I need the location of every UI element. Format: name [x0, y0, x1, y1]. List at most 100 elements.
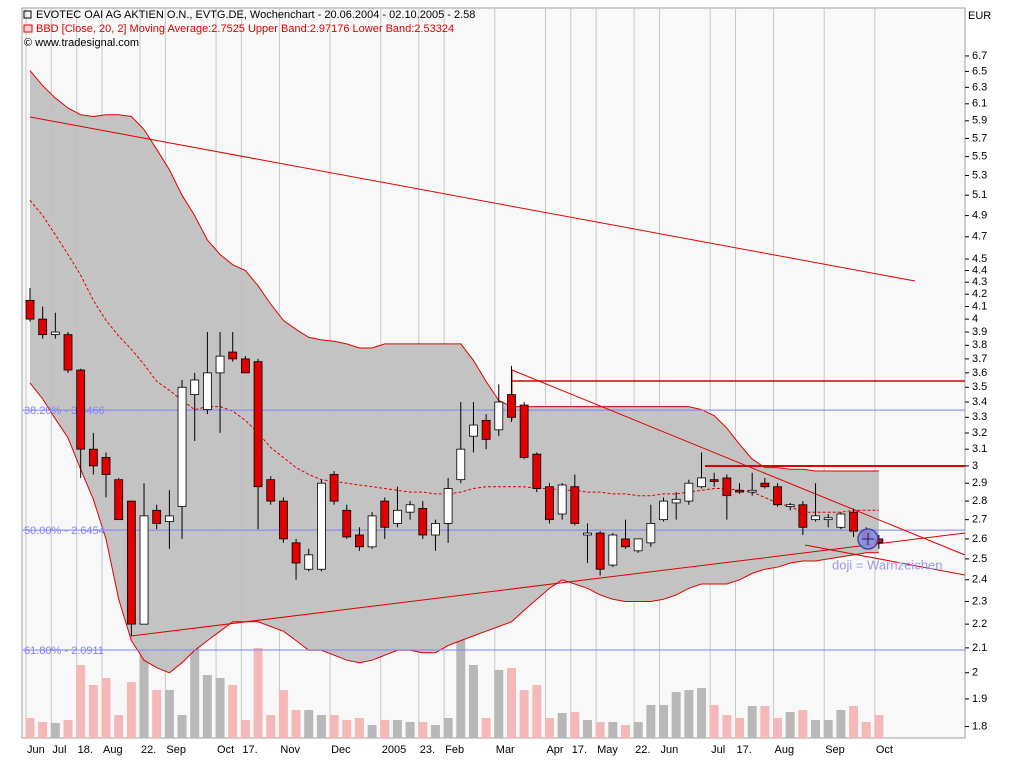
candle-body: [671, 498, 681, 504]
source: © www.tradesignal.com: [24, 37, 139, 49]
candle-body: [747, 489, 757, 493]
volume-bar: [836, 710, 846, 738]
x-tick-label: Aug: [775, 744, 795, 756]
candle-body: [469, 424, 478, 437]
x-tick-label: Nov: [280, 744, 300, 756]
volume-bar: [709, 705, 719, 738]
candle-body: [164, 515, 174, 522]
candle-body: [25, 299, 35, 320]
volume-bar: [760, 706, 770, 738]
volume-bar: [164, 690, 174, 738]
x-tick-label: Feb: [445, 744, 464, 756]
y-tick-label: 4: [972, 313, 978, 325]
candle-body: [570, 486, 580, 524]
candle-body: [50, 331, 60, 336]
candle-body: [608, 534, 618, 566]
candle-body: [849, 511, 858, 532]
candle-body: [266, 479, 276, 502]
candle-body: [342, 509, 352, 538]
volume-bar: [38, 722, 48, 738]
y-tick-label: 5.9: [972, 115, 987, 127]
y-tick-label: 2.1: [972, 642, 987, 654]
labels: EVOTEC OAI AG AKTIEN O.N., EVTG.DE, Woch…: [23, 9, 991, 756]
y-tick-label: 6.3: [972, 81, 987, 93]
candle-body: [304, 554, 314, 570]
x-tick-label: 2005: [382, 744, 406, 756]
trend-line: [130, 532, 966, 637]
volume-bar: [519, 690, 529, 738]
volume-bar: [253, 648, 263, 738]
candle-body: [481, 419, 491, 440]
upper-band: [29, 70, 879, 472]
y-tick-label: 6.5: [972, 65, 987, 77]
candle-body: [405, 504, 415, 513]
band-fill: [30, 70, 879, 673]
volume-bar: [88, 685, 98, 738]
y-tick-label: 2.2: [972, 618, 987, 630]
y-tick-label: 6.7: [972, 50, 987, 62]
volume-bar: [202, 675, 212, 738]
x-tick-label: Jun: [661, 744, 679, 756]
volume-bar: [266, 715, 276, 738]
y-tick-label: 3.7: [972, 353, 987, 365]
candle-body: [836, 513, 846, 528]
y-tick-label: 4.3: [972, 276, 987, 288]
volume-bar: [595, 722, 605, 738]
x-tick-label: 22.: [141, 744, 156, 756]
volume-bar: [418, 722, 428, 738]
chart-title: EVOTEC OAI AG AKTIEN O.N., EVTG.DE, Woch…: [36, 9, 475, 21]
y-tick-label: 1.8: [972, 720, 987, 732]
candle-body: [785, 504, 795, 507]
x-tick-label: 23.: [420, 744, 435, 756]
candle-body: [317, 482, 326, 570]
candle-body: [393, 509, 402, 524]
x-tick-label: 22.: [635, 744, 650, 756]
y-tick-label: 4.1: [972, 300, 987, 312]
y-tick-label: 5.7: [972, 132, 987, 144]
y-tick-label: 3.5: [972, 381, 987, 393]
x-tick-label: Sep: [825, 744, 845, 756]
candle-body: [773, 486, 782, 506]
volume-bar: [126, 682, 136, 738]
candle-body: [278, 500, 288, 540]
volume-bar: [697, 688, 707, 738]
trend-lines: [29, 116, 966, 637]
x-tick-label: Mar: [496, 744, 515, 756]
volume-bar: [316, 715, 326, 738]
candle-body: [735, 489, 744, 493]
trend-line: [29, 116, 916, 282]
candle-body: [63, 334, 73, 371]
candle-body: [228, 351, 238, 360]
y-tick-label: 2.7: [972, 514, 987, 526]
y-tick-label: 4.5: [972, 253, 987, 265]
volume-bar: [114, 715, 124, 738]
candle-body: [507, 394, 516, 418]
volume-bar: [76, 665, 86, 738]
volume-bar: [367, 725, 377, 738]
candle-body: [684, 482, 694, 502]
y-tick-label: 2.6: [972, 533, 987, 545]
x-tick-label: Aug: [103, 744, 123, 756]
candle-body: [190, 379, 200, 395]
volume-bar: [443, 718, 453, 738]
candle-body: [329, 474, 339, 502]
volume-bar: [798, 710, 808, 738]
volume-bar: [63, 720, 73, 738]
volume-bar: [823, 720, 833, 738]
volume-bar: [849, 706, 859, 738]
volume-bar: [228, 685, 238, 738]
candle-body: [253, 361, 263, 488]
volume-bar: [342, 720, 352, 738]
volume-bar: [671, 692, 681, 738]
candle-body: [355, 534, 364, 548]
candle-body: [139, 515, 149, 625]
candle-body: [595, 532, 605, 570]
icon: [23, 10, 32, 19]
x-tick-label: 18.: [78, 744, 93, 756]
volume-bar: [240, 720, 250, 738]
x-tick-label: 17.: [572, 744, 587, 756]
trend-line: [804, 544, 966, 576]
candle-body: [798, 504, 808, 528]
lower-band: [29, 382, 879, 674]
